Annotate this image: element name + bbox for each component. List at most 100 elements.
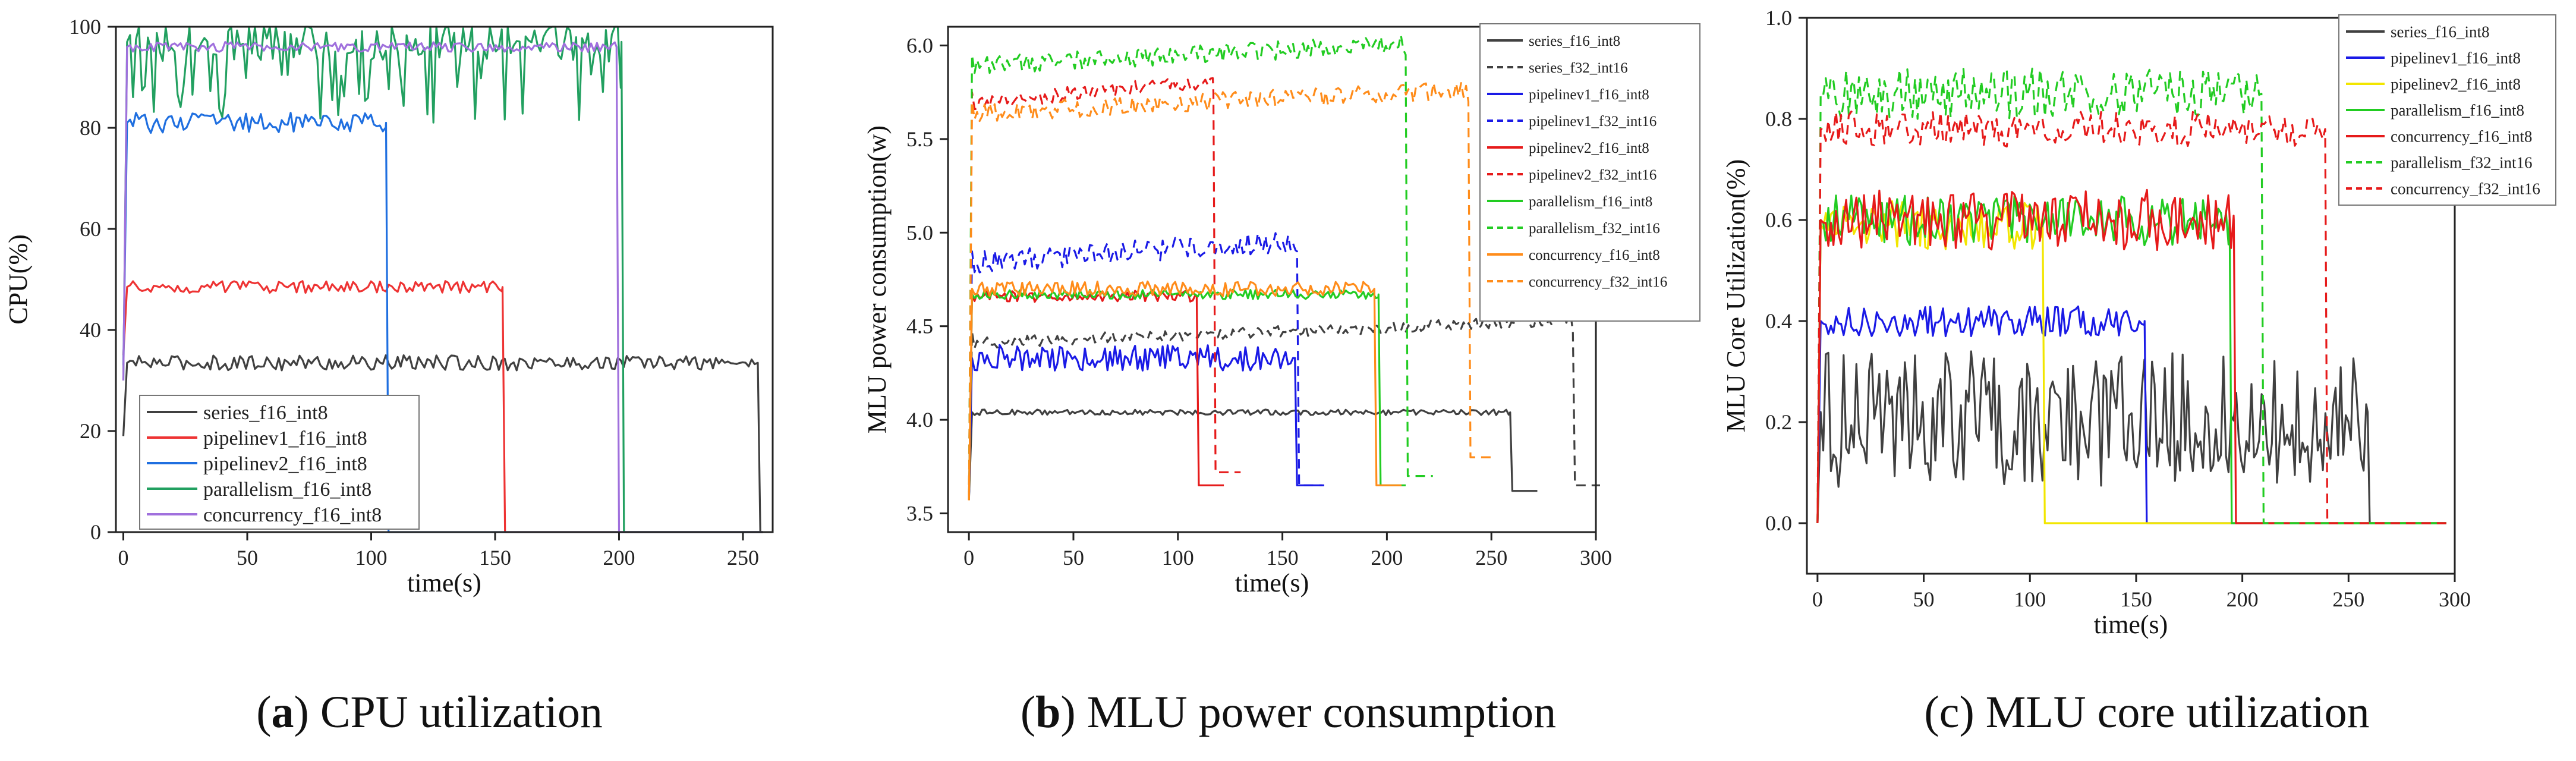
axes-frame — [115, 26, 774, 533]
legend-entry-pipelinev1_f16_int8: pipelinev1_f16_int8 — [1529, 87, 1649, 103]
y-tick-label: 60 — [80, 217, 101, 241]
y-tick-label: 100 — [69, 15, 101, 39]
x-tick-label: 300 — [1580, 546, 1612, 570]
legend-entry-series_f32_int16: series_f32_int16 — [1529, 60, 1628, 76]
y-tick-label: 5.0 — [906, 221, 933, 244]
series-line-pipelinev1_f16_int8 — [1816, 305, 2446, 524]
y-tick-label: 1.0 — [1765, 6, 1792, 30]
y-tick-label: 80 — [80, 116, 101, 140]
x-tick-label: 0 — [118, 546, 129, 570]
plot-area — [122, 26, 763, 533]
chart-b-svg: 0 50 100 150 200 250 300 3.5 4.0 4.5 5.0 5.5 6.0 time… — [862, 23, 1700, 598]
panel-a: 0 50 100 150 200 250 0 20 40 60 80 100 time(s) CPU(%)… — [0, 0, 859, 761]
series-line-parallelism_f16_int8 — [1816, 194, 2446, 524]
y-axis-label: MLU power consumption(w) — [862, 125, 892, 433]
series-line-parallelism_f16_int8 — [968, 288, 1406, 501]
x-tick-label: 300 — [2439, 587, 2471, 611]
x-tick-label: 250 — [727, 546, 759, 570]
series-line-pipelinev2_f32_int16-dashed — [968, 77, 1241, 501]
x-tick-label: 150 — [479, 546, 511, 570]
series-line-pipelinev1_f16_int8 — [968, 344, 1322, 501]
y-tick-label: 0.2 — [1765, 410, 1792, 434]
chart-c-svg: 0 50 100 150 200 250 300 0.0 0.2 0.4 0.6 0.8 1.0 time… — [1721, 6, 2556, 639]
x-tick-label: 250 — [1475, 546, 1507, 570]
series-line-pipelinev1_f16_int8 — [122, 280, 763, 533]
series-line-series_f16_int8 — [1816, 350, 2446, 524]
series-line-concurrency_f16_int8 — [1816, 188, 2446, 524]
legend-entry-concurrency_f16_int8: concurrency_f16_int8 — [2391, 127, 2532, 145]
y-tick-label: 20 — [80, 419, 101, 443]
caption-b-text: MLU power consumption — [1087, 687, 1557, 737]
x-tick-label: 0 — [1812, 587, 1823, 611]
x-tick-label: 50 — [1913, 587, 1935, 611]
series-line-pipelinev2_f16_int8 — [968, 290, 1224, 501]
y-tick-label: 3.5 — [906, 502, 933, 526]
axes-frame — [1806, 17, 2456, 575]
legend-entry-pipelinev1_f32_int16: pipelinev1_f32_int16 — [1529, 114, 1657, 130]
legend: series_f16_int8 pipelinev1_f16_int8pipeli… — [139, 395, 420, 530]
legend-entry-pipelinev1_f16_int8: pipelinev1_f16_int8 — [203, 427, 367, 449]
x-tick-label: 100 — [2014, 587, 2046, 611]
series-line-series_f32_int16-dashed — [968, 314, 1600, 501]
x-tick-label: 100 — [1162, 546, 1194, 570]
legend-entry-series_f16_int8: series_f16_int8 — [1529, 33, 1620, 49]
legend-entry-parallelism_f32_int16: parallelism_f32_int16 — [2391, 153, 2532, 171]
caption-a-letter: a — [271, 687, 294, 737]
x-axis-label: time(s) — [1235, 568, 1309, 598]
series-line-concurrency_f32_int16-dashed — [1816, 110, 2446, 524]
legend-entry-pipelinev2_f16_int8: pipelinev2_f16_int8 — [203, 453, 367, 475]
caption-c: (c) MLU core utilization — [1718, 687, 2576, 740]
x-tick-label: 50 — [1063, 546, 1084, 570]
series-line-parallelism_f16_int8 — [122, 26, 763, 533]
caption-b: (b) MLU power consumption — [1020, 687, 1557, 737]
y-tick-label: 0.0 — [1765, 511, 1792, 535]
legend-entry-concurrency_f16_int8: concurrency_f16_int8 — [203, 504, 382, 526]
panel-c: 0 50 100 150 200 250 300 0.0 0.2 0.4 0.6 0.8 1.0 time… — [1718, 0, 2576, 761]
legend-entry-parallelism_f16_int8: parallelism_f16_int8 — [2391, 101, 2524, 119]
series-line-concurrency_f16_int8 — [968, 280, 1402, 501]
y-tick-label: 4.0 — [906, 408, 933, 432]
legend-entry-parallelism_f16_int8: parallelism_f16_int8 — [1529, 194, 1652, 210]
x-tick-label: 250 — [2332, 587, 2364, 611]
legend: series_f16_int8 pipelinev1_f16_int8pipeli… — [2338, 14, 2556, 206]
x-tick-label: 200 — [1371, 546, 1403, 570]
y-tick-label: 6.0 — [906, 33, 933, 57]
chart-a-svg: 0 50 100 150 200 250 0 20 40 60 80 100 time(s) CPU(%)… — [4, 15, 774, 598]
x-tick-label: 0 — [963, 546, 974, 570]
legend-entry-series_f16_int8: series_f16_int8 — [203, 402, 328, 424]
x-tick-label: 200 — [2227, 587, 2259, 611]
y-tick-label: 0.8 — [1765, 107, 1792, 131]
legend-entry-pipelinev2_f16_int8: pipelinev2_f16_int8 — [2391, 75, 2521, 93]
caption-c-text: (c) MLU core utilization — [1924, 687, 2370, 737]
y-tick-label: 0.4 — [1765, 309, 1792, 333]
caption-a-text: CPU utilization — [320, 687, 603, 737]
series-line-pipelinev2_f16_int8 — [1816, 199, 2446, 524]
series-line-parallelism_f32_int16-dashed — [968, 34, 1433, 501]
legend-entry-series_f16_int8: series_f16_int8 — [2391, 23, 2489, 40]
plot-area — [1816, 67, 2446, 524]
series-line-series_f16_int8 — [122, 354, 763, 533]
caption-a: (a) CPU utilization — [256, 687, 603, 737]
legend-entry-concurrency_f16_int8: concurrency_f16_int8 — [1529, 247, 1660, 263]
y-tick-label: 4.5 — [906, 315, 933, 338]
legend-entry-parallelism_f32_int16: parallelism_f32_int16 — [1529, 221, 1660, 237]
x-axis-label: time(s) — [407, 568, 481, 598]
legend: series_f16_int8 series_f32_int16 pipelinev… — [1479, 23, 1700, 322]
legend-entry-pipelinev2_f32_int16: pipelinev2_f32_int16 — [1529, 167, 1657, 183]
x-tick-label: 100 — [355, 546, 387, 570]
caption-b-letter: b — [1035, 687, 1061, 737]
legend-entry-concurrency_f32_int16: concurrency_f32_int16 — [1529, 274, 1667, 290]
series-line-parallelism_f32_int16-dashed — [1816, 67, 2446, 524]
series-line-pipelinev2_f16_int8 — [122, 112, 763, 533]
panel-b: 0 50 100 150 200 250 300 3.5 4.0 4.5 5.0 5.5 6.0 time… — [859, 0, 1718, 761]
legend-box — [1479, 23, 1700, 322]
y-tick-label: 0.6 — [1765, 208, 1792, 232]
y-tick-label: 0 — [90, 520, 101, 544]
y-tick-label: 5.5 — [906, 127, 933, 151]
y-axis-label: MLU Core Utilization(%) — [1721, 159, 1750, 432]
legend-entry-pipelinev1_f16_int8: pipelinev1_f16_int8 — [2391, 49, 2521, 67]
legend-entry-concurrency_f32_int16: concurrency_f32_int16 — [2391, 180, 2540, 197]
legend-entry-parallelism_f16_int8: parallelism_f16_int8 — [203, 479, 371, 501]
x-tick-label: 150 — [1267, 546, 1299, 570]
x-tick-label: 200 — [603, 546, 635, 570]
